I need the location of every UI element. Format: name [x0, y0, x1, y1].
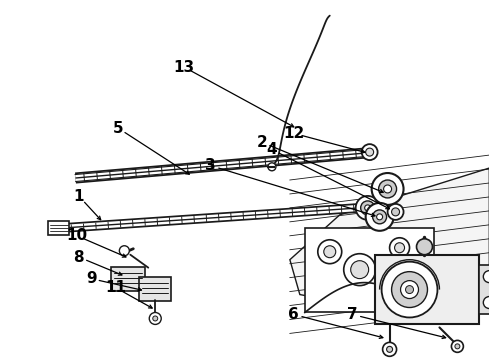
- Circle shape: [268, 163, 276, 171]
- Circle shape: [356, 196, 380, 220]
- Circle shape: [351, 261, 368, 279]
- Circle shape: [390, 238, 410, 258]
- Circle shape: [318, 240, 342, 264]
- Text: 8: 8: [74, 249, 84, 265]
- Circle shape: [400, 280, 418, 298]
- Circle shape: [387, 346, 392, 352]
- Text: 7: 7: [347, 307, 358, 322]
- Circle shape: [371, 173, 404, 205]
- Circle shape: [377, 214, 383, 220]
- Circle shape: [120, 246, 129, 256]
- Circle shape: [392, 272, 427, 307]
- Text: 1: 1: [74, 189, 84, 204]
- Circle shape: [483, 271, 490, 283]
- Circle shape: [372, 210, 387, 224]
- FancyBboxPatch shape: [479, 265, 490, 315]
- Text: 3: 3: [205, 158, 216, 173]
- Circle shape: [451, 340, 464, 352]
- FancyBboxPatch shape: [111, 267, 145, 291]
- Circle shape: [365, 205, 370, 211]
- Circle shape: [343, 254, 376, 285]
- Circle shape: [383, 342, 396, 356]
- Text: 4: 4: [267, 142, 277, 157]
- FancyBboxPatch shape: [139, 276, 171, 301]
- Circle shape: [406, 285, 414, 293]
- Circle shape: [384, 185, 392, 193]
- Circle shape: [379, 180, 396, 198]
- Text: 5: 5: [113, 121, 123, 135]
- Circle shape: [153, 316, 158, 321]
- Text: 9: 9: [86, 271, 97, 286]
- Circle shape: [455, 344, 460, 349]
- Text: 13: 13: [173, 59, 195, 75]
- Circle shape: [392, 208, 399, 216]
- Circle shape: [382, 262, 438, 318]
- Circle shape: [324, 246, 336, 258]
- Text: 10: 10: [66, 228, 87, 243]
- Circle shape: [394, 243, 405, 253]
- Text: 12: 12: [283, 126, 304, 141]
- FancyBboxPatch shape: [305, 228, 435, 312]
- Circle shape: [362, 144, 378, 160]
- Circle shape: [366, 148, 374, 156]
- Text: 2: 2: [257, 135, 268, 150]
- FancyBboxPatch shape: [375, 255, 479, 324]
- Circle shape: [416, 239, 433, 255]
- Polygon shape: [290, 168, 490, 310]
- Text: 6: 6: [289, 307, 299, 322]
- Circle shape: [149, 312, 161, 324]
- Circle shape: [483, 297, 490, 309]
- FancyBboxPatch shape: [48, 221, 70, 235]
- Circle shape: [366, 203, 393, 231]
- Circle shape: [388, 204, 404, 220]
- Circle shape: [361, 201, 375, 215]
- Text: 11: 11: [105, 280, 126, 295]
